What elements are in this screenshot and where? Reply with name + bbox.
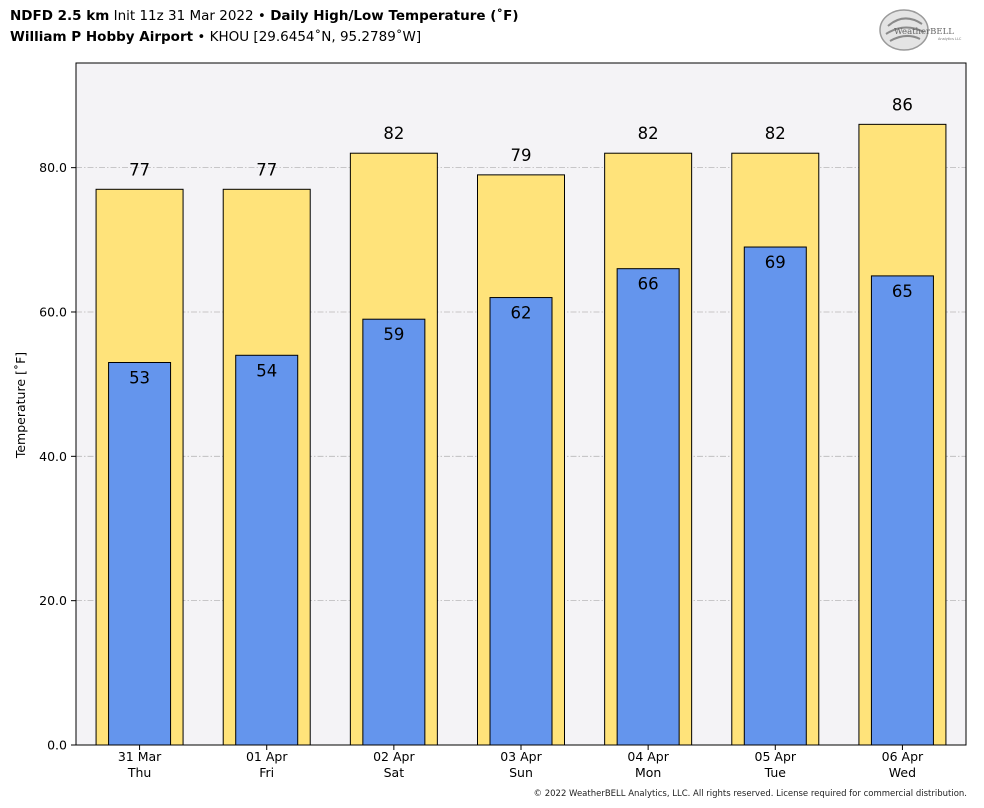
weatherbell-logo: WeatherBELL Analytics LLC xyxy=(879,9,962,51)
y-tick-label: 80.0 xyxy=(39,160,67,175)
high-temp-label: 79 xyxy=(511,146,532,165)
high-temp-label: 86 xyxy=(892,95,913,114)
y-tick-label: 20.0 xyxy=(39,593,67,608)
station-location: KHOU [29.6454˚N, 95.2789˚W] xyxy=(209,29,422,45)
low-temp-bar xyxy=(362,318,426,746)
x-tick-label-day: Thu xyxy=(127,765,151,780)
high-temp-label: 82 xyxy=(383,124,404,143)
x-tick-label-date: 06 Apr xyxy=(882,749,924,764)
x-tick-label-day: Tue xyxy=(764,765,787,780)
low-temp-bar xyxy=(616,268,680,746)
x-tick-label-date: 01 Apr xyxy=(246,749,288,764)
low-temp-bar xyxy=(743,246,807,746)
low-temp-label: 62 xyxy=(511,304,532,323)
model-name: NDFD 2.5 km xyxy=(10,8,110,24)
chart-header: NDFD 2.5 km Init 11z 31 Mar 2022 • Daily… xyxy=(10,6,519,48)
x-tick-label-day: Mon xyxy=(635,765,661,780)
y-tick-label: 40.0 xyxy=(39,449,67,464)
high-temp-label: 77 xyxy=(129,160,150,179)
x-tick-label-day: Sat xyxy=(384,765,405,780)
x-tick-label-date: 02 Apr xyxy=(373,749,415,764)
bars: 77 53 77 54 82 59 79 62 82 66 82 69 86 65 xyxy=(95,95,947,746)
init-time: Init 11z 31 Mar 2022 xyxy=(113,8,254,24)
y-axis: 0.0 20.0 40.0 60.0 80.0 xyxy=(39,160,76,753)
low-temp-label: 53 xyxy=(129,369,150,388)
y-tick-label: 60.0 xyxy=(39,304,67,319)
low-temp-label: 69 xyxy=(765,253,786,272)
header-line-2: William P Hobby Airport • KHOU [29.6454˚… xyxy=(10,27,519,48)
separator: • xyxy=(257,8,266,24)
product-title: Daily High/Low Temperature (˚F) xyxy=(270,8,519,24)
high-temp-label: 77 xyxy=(256,160,277,179)
station-name: William P Hobby Airport xyxy=(10,29,194,45)
low-temp-bar xyxy=(108,362,172,746)
low-temp-label: 66 xyxy=(638,275,659,294)
low-temp-label: 65 xyxy=(892,282,913,301)
low-temp-bar xyxy=(235,354,299,746)
low-temp-label: 54 xyxy=(256,361,277,380)
x-tick-label-day: Sun xyxy=(509,765,533,780)
x-tick-label-date: 04 Apr xyxy=(627,749,669,764)
y-axis-label: Temperature [˚F] xyxy=(13,352,28,459)
x-tick-label-date: 05 Apr xyxy=(755,749,797,764)
separator: • xyxy=(197,29,206,45)
x-tick-label-date: 03 Apr xyxy=(500,749,542,764)
copyright-footer: © 2022 WeatherBELL Analytics, LLC. All r… xyxy=(533,789,967,799)
low-temp-bar xyxy=(870,275,934,746)
y-tick-label: 0.0 xyxy=(47,738,67,753)
high-temp-label: 82 xyxy=(765,124,786,143)
high-temp-label: 82 xyxy=(638,124,659,143)
low-temp-bar xyxy=(489,297,553,746)
x-tick-label-date: 31 Mar xyxy=(118,749,162,764)
logo-text: WeatherBELL xyxy=(894,27,954,37)
header-line-1: NDFD 2.5 km Init 11z 31 Mar 2022 • Daily… xyxy=(10,6,519,27)
low-temp-label: 59 xyxy=(383,325,404,344)
x-tick-label-day: Wed xyxy=(889,765,916,780)
x-tick-label-day: Fri xyxy=(259,765,274,780)
logo-subtext: Analytics LLC xyxy=(938,37,962,41)
